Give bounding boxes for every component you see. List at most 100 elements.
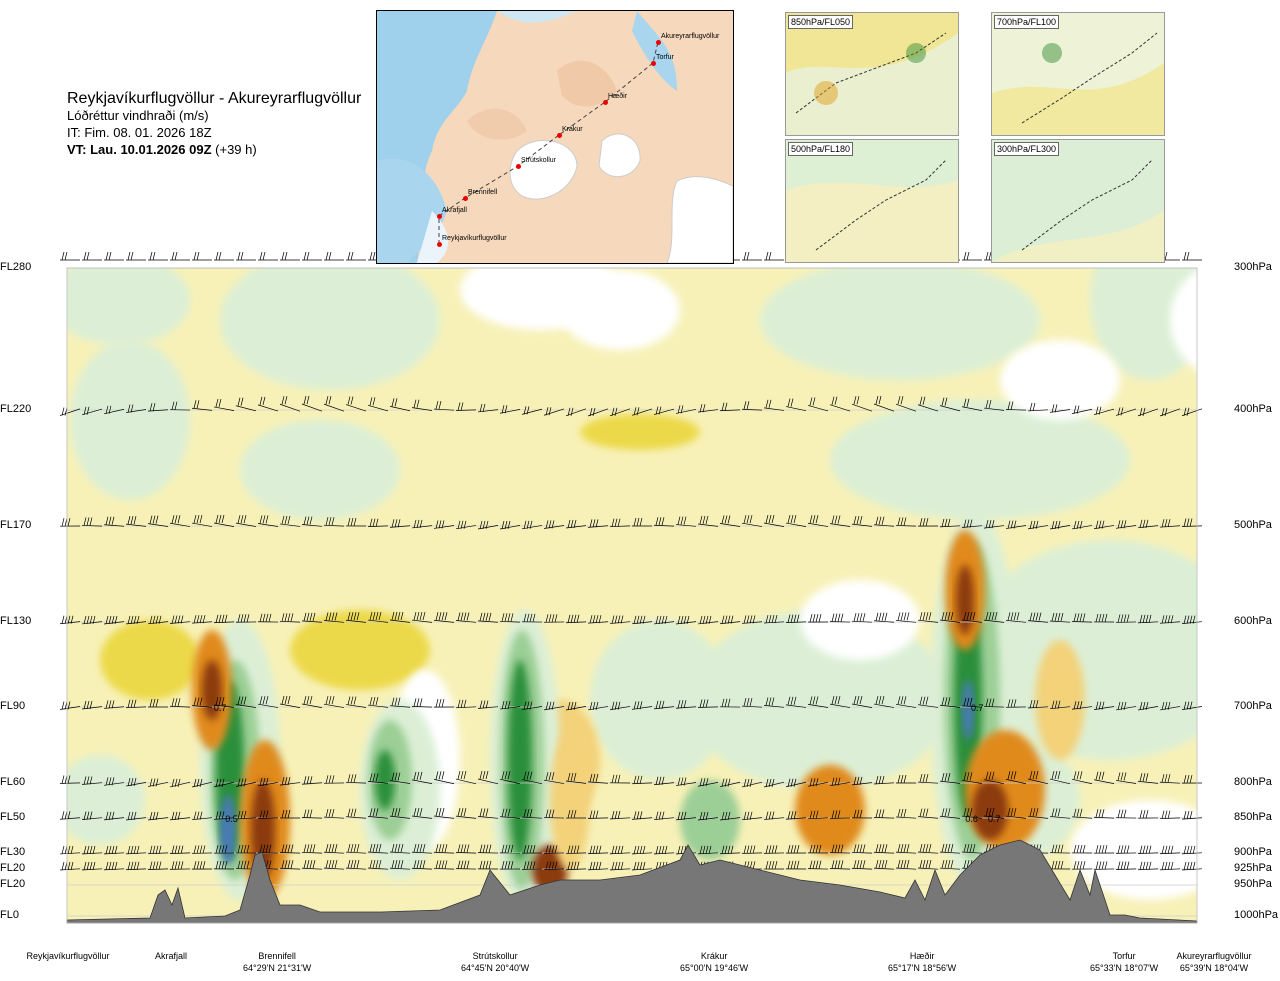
wind-barb-flag — [111, 777, 115, 786]
wind-barb-flag — [482, 770, 486, 780]
wind-barb-flag — [309, 612, 313, 621]
wind-barb-flag — [611, 810, 615, 820]
valid-time-lead: (+39 h) — [215, 142, 257, 157]
wind-barb-flag — [900, 612, 904, 621]
wind-barb-flag — [1035, 770, 1039, 780]
wind-barb — [477, 525, 499, 530]
wind-barb-flag — [287, 860, 291, 869]
wind-barb-flag — [881, 695, 885, 705]
field-cell — [1170, 269, 1197, 371]
map-point-label: Akrafjall — [442, 207, 467, 214]
wind-barb-flag — [309, 860, 313, 869]
wind-barb-flag — [1101, 861, 1105, 870]
wind-barb — [103, 706, 125, 709]
wind-barb — [345, 851, 367, 854]
wind-barb-flag — [1035, 699, 1039, 709]
wind-barb — [521, 408, 543, 415]
wind-barb-flag — [567, 845, 571, 854]
wind-barb-flag — [963, 807, 967, 817]
wind-barb — [895, 703, 917, 708]
wind-barb-flag — [1148, 861, 1152, 870]
wind-barb — [1049, 706, 1071, 710]
wind-barb-flag — [284, 613, 288, 622]
wind-barb-flag — [1010, 771, 1014, 780]
wind-barb-flag — [922, 843, 926, 853]
wind-barb-flag — [815, 810, 819, 819]
wind-barb-flag — [1189, 615, 1193, 624]
wind-barb — [191, 817, 213, 821]
wind-barb-flag — [1189, 775, 1193, 784]
wind-barb-flag — [105, 700, 109, 709]
wind-barb-flag — [576, 861, 580, 870]
wind-barb-flag — [1183, 518, 1187, 527]
wind-barb-flag — [372, 808, 376, 817]
wind-barb-flag — [438, 771, 442, 780]
wind-barb-flag — [793, 811, 797, 820]
wind-barb-flag — [1123, 701, 1127, 710]
wind-barb — [983, 525, 1005, 529]
wind-barb-flag — [130, 699, 134, 708]
wind-barb-flag — [1123, 520, 1127, 529]
wind-barb-flag — [133, 699, 137, 708]
wind-barb — [565, 408, 587, 417]
wind-barb — [411, 706, 433, 708]
wind-barb-flag — [155, 811, 159, 821]
wind-barb — [565, 852, 587, 854]
wind-barb-flag — [1082, 844, 1086, 854]
wind-barb-flag — [356, 859, 360, 869]
wind-barb-flag — [831, 696, 835, 705]
wind-barb-flag — [664, 615, 668, 625]
wind-barb-flag — [1167, 810, 1171, 819]
wind-barb — [939, 851, 961, 854]
wind-barb-flag — [501, 844, 505, 853]
wind-barb-flag — [765, 778, 769, 788]
wind-barb-flag — [419, 860, 423, 869]
wind-barb-flag — [903, 612, 907, 621]
wind-barb-flag — [837, 515, 841, 524]
wind-barb-flag — [127, 845, 131, 855]
wind-barb — [1093, 816, 1115, 819]
wind-barb-flag — [218, 696, 222, 706]
wind-barb-flag — [441, 771, 445, 780]
wind-barb-flag — [567, 614, 571, 623]
wind-barb-flag — [680, 516, 684, 525]
wind-barb-flag — [89, 700, 93, 710]
wind-barb-flag — [1120, 861, 1124, 870]
wind-barb-flag — [966, 860, 970, 869]
wind-barb-flag — [1029, 770, 1033, 780]
wind-barb-flag — [796, 614, 800, 623]
wind-barb-flag — [262, 396, 266, 405]
wind-barb-flag — [1079, 808, 1083, 817]
wind-barb-flag — [991, 698, 995, 707]
wind-barb-flag — [897, 774, 901, 784]
wind-barb-flag — [507, 700, 511, 710]
wind-barb-flag — [1054, 612, 1058, 622]
wind-barb-flag — [306, 395, 310, 405]
wind-barb-flag — [944, 611, 948, 621]
wind-barb-flag — [158, 861, 162, 870]
wind-barb-flag — [595, 810, 599, 819]
wind-barb-flag — [853, 860, 857, 869]
wind-barb-flag — [743, 845, 747, 854]
wind-barb-flag — [130, 811, 134, 821]
wind-barb-flag — [215, 514, 219, 524]
wind-barb-flag — [831, 613, 835, 622]
wind-barb-flag — [290, 613, 294, 622]
wind-barb — [367, 404, 389, 412]
wind-barb-flag — [171, 861, 175, 870]
wind-barb-flag — [658, 776, 662, 785]
wind-barb-flag — [677, 700, 681, 709]
pressure-label: 400hPa — [1234, 403, 1272, 415]
pressure-label: 850hPa — [1234, 811, 1272, 823]
wind-barb-flag — [504, 405, 508, 414]
wind-barb-flag — [149, 403, 153, 412]
wind-barb-flag — [617, 774, 621, 783]
wind-barb-flag — [372, 843, 376, 853]
wind-barb-flag — [92, 615, 96, 625]
wind-barb-flag — [287, 777, 291, 786]
wind-barb — [389, 867, 411, 870]
wind-barb-flag — [875, 695, 879, 705]
wind-barb-flag — [1013, 771, 1017, 780]
wind-barb-flag — [174, 251, 178, 261]
wind-barb-flag — [774, 845, 778, 854]
